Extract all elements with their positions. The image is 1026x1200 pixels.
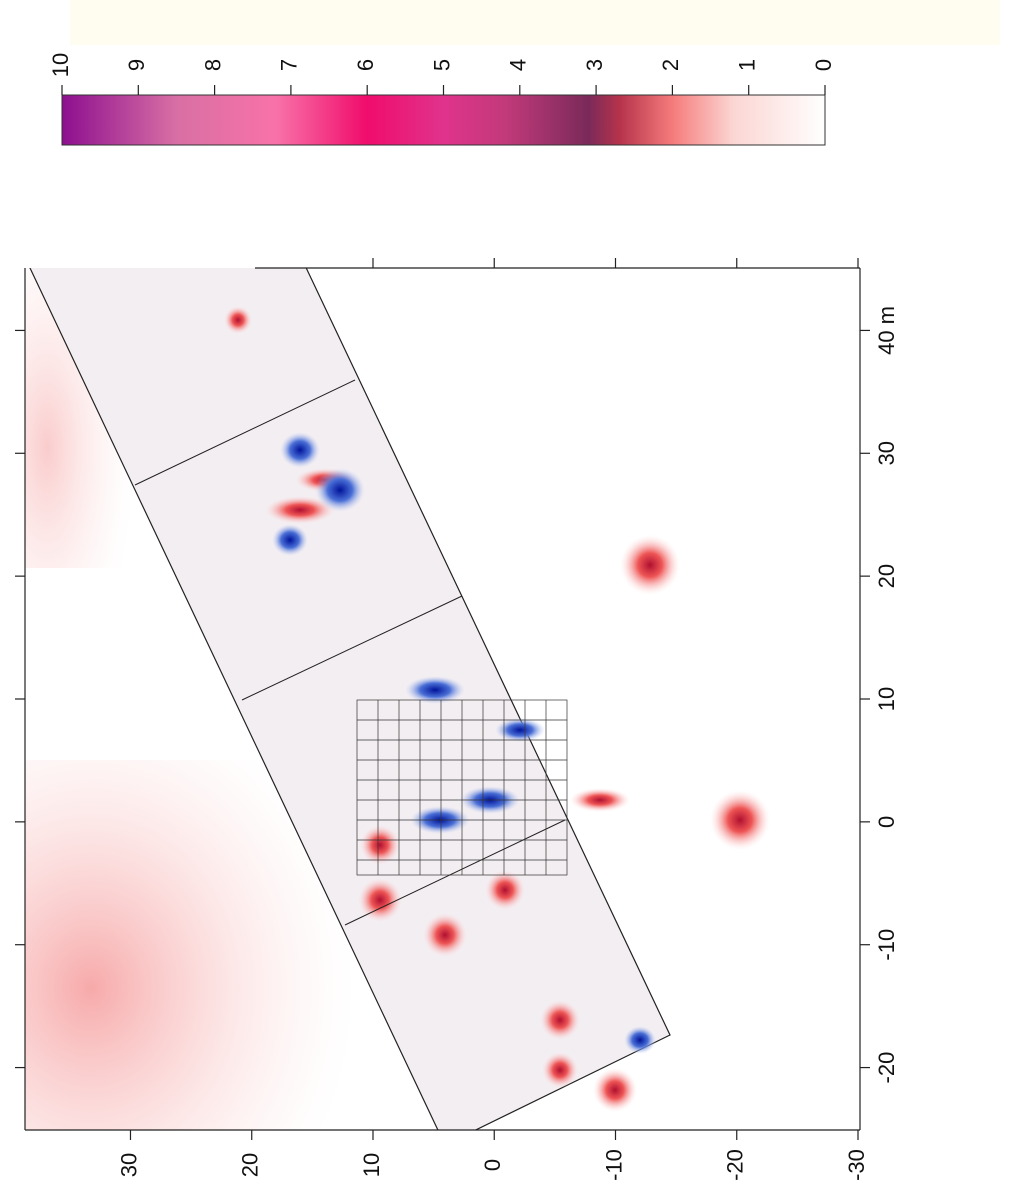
x-tick-label: -20: [874, 1052, 899, 1084]
colorbar-tick-label: 9: [124, 59, 149, 71]
x-tick-label: -10: [874, 929, 899, 961]
colorbar-tick-label: 2: [658, 59, 683, 71]
y-tick-label: 10: [359, 1153, 384, 1177]
y-tick-label: 30: [116, 1153, 141, 1177]
x-tick-label: 10: [874, 687, 899, 711]
colorbar-tick-label: 5: [429, 59, 454, 71]
colorbar-tick-label: 4: [506, 59, 531, 71]
y-tick-label: 20: [238, 1153, 263, 1177]
header-band: [70, 0, 1000, 45]
y-tick-label: -20: [723, 1149, 748, 1181]
colorbar-tick-label: 7: [277, 59, 302, 71]
map-image: [25, 268, 860, 1130]
colorbar-tick-label: 8: [200, 59, 225, 71]
colorbar-tick-label: 3: [582, 59, 607, 71]
axes-layer: -20 -10 0 10 20 30 40 m -30 -20 -10 0 10 20 30 0 1 2 3 4 5 6…: [15, 53, 899, 1181]
colorbar: [61, 94, 826, 146]
y-tick-label: -30: [844, 1149, 869, 1181]
y-tick-label: 0: [480, 1159, 505, 1171]
y-tick-label: -10: [601, 1149, 626, 1181]
x-tick-label: 20: [874, 564, 899, 588]
x-tick-label: 30: [874, 441, 899, 465]
colorbar-tick-label: 10: [48, 53, 73, 77]
colorbar-tick-label: 0: [811, 59, 836, 71]
x-tick-label: 0: [874, 816, 899, 828]
colorbar-tick-label: 1: [735, 59, 760, 71]
x-tick-label: 40 m: [874, 306, 899, 355]
colorbar-tick-label: 6: [353, 59, 378, 71]
